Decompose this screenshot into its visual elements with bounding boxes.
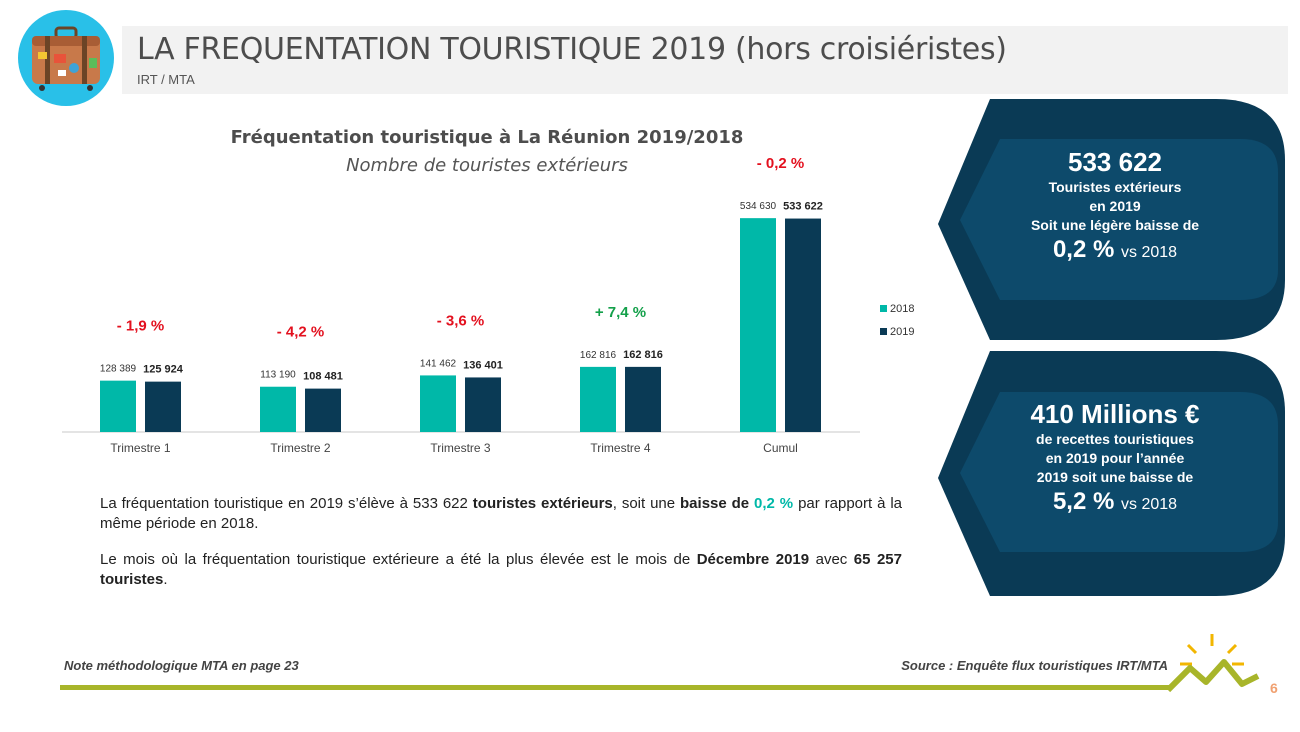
x-tick-label: Trimestre 2 bbox=[270, 441, 331, 455]
visitors-line1: Touristes extérieurs bbox=[1048, 179, 1182, 195]
data-label-2019-1: 125 924 bbox=[143, 364, 184, 376]
chart-title: Fréquentation touristique à La Réunion 2… bbox=[231, 127, 744, 148]
visitors-number: 533 622 bbox=[1068, 147, 1162, 177]
legend-swatch-2018 bbox=[880, 305, 887, 312]
revenue-change-pct: 5,2 % bbox=[1052, 488, 1115, 515]
change-label-4: + 7,4 % bbox=[595, 304, 646, 321]
data-label-2019-2: 108 481 bbox=[303, 371, 343, 383]
bar-2018-2 bbox=[260, 386, 296, 432]
header-bar bbox=[122, 26, 1288, 94]
legend: 2018 2019 bbox=[880, 303, 914, 338]
data-label-2018-5: 534 630 bbox=[740, 201, 777, 212]
change-label-1: - 1,9 % bbox=[117, 318, 165, 335]
revenue-number: 410 Millions € bbox=[1030, 399, 1200, 429]
visitors-change-pct: 0,2 % bbox=[1052, 236, 1115, 263]
revenue-line2: en 2019 pour l’année bbox=[1045, 450, 1185, 466]
change-label-5: - 0,2 % bbox=[757, 155, 805, 172]
data-label-2018-3: 141 462 bbox=[420, 358, 457, 369]
bar-2019-5 bbox=[785, 218, 821, 432]
legend-label-2018: 2018 bbox=[890, 303, 914, 315]
revenue-change: 5,2 % vs 2018 bbox=[980, 487, 1250, 520]
body-bold-run: Décembre 2019 bbox=[696, 551, 810, 568]
legend-swatch-2019 bbox=[880, 328, 887, 335]
body-bold-run: touristes extérieurs bbox=[472, 495, 613, 512]
body-text-run: par rapport à la même période en 2018. bbox=[100, 495, 903, 532]
bar-2019-1 bbox=[145, 381, 181, 432]
x-tick-label: Cumul bbox=[763, 441, 798, 455]
suitcase-icon bbox=[18, 10, 114, 106]
body-text-run: Le mois où la fréquentation touristique … bbox=[100, 551, 697, 568]
data-label-2018-4: 162 816 bbox=[580, 350, 617, 361]
bar-2019-3 bbox=[465, 377, 501, 432]
revenue-callout: 410 Millions € de recettes touristiques … bbox=[980, 398, 1250, 520]
revenue-change-vs: vs 2018 bbox=[1121, 496, 1178, 513]
bar-2019-2 bbox=[305, 388, 341, 432]
body-text: La fréquentation touristique en 2019 s’é… bbox=[100, 494, 902, 606]
slide-title: LA FREQUENTATION TOURISTIQUE 2019 (hors … bbox=[137, 32, 1007, 67]
revenue-callout-inner bbox=[960, 392, 1278, 552]
visitors-line2: en 2019 bbox=[1089, 198, 1141, 214]
visitors-line3: Soit une légère baisse de bbox=[1030, 217, 1200, 233]
visitors-change: 0,2 % vs 2018 bbox=[980, 235, 1250, 268]
revenue-line3: 2019 soit une baisse de bbox=[1036, 469, 1194, 485]
data-label-2019-4: 162 816 bbox=[623, 349, 663, 361]
slide-subtitle: IRT / MTA bbox=[137, 72, 195, 87]
bar-2019-4 bbox=[625, 366, 661, 432]
data-label-2018-1: 128 389 bbox=[100, 364, 137, 375]
source-note: Source : Enquête flux touristiques IRT/M… bbox=[901, 658, 1168, 673]
data-label-2019-3: 136 401 bbox=[463, 359, 503, 371]
body-text-run: La fréquentation touristique en 2019 s’é… bbox=[100, 495, 473, 512]
x-tick-label: Trimestre 4 bbox=[590, 441, 651, 455]
body-paragraph-1: La fréquentation touristique en 2019 s’é… bbox=[100, 494, 902, 534]
body-text-run: , soit une bbox=[612, 495, 681, 512]
bar-2018-4 bbox=[580, 366, 616, 432]
bar-2018-1 bbox=[100, 380, 136, 432]
revenue-line1: de recettes touristiques bbox=[1036, 431, 1194, 447]
body-text-run: . bbox=[163, 571, 168, 588]
legend-label-2019: 2019 bbox=[890, 326, 914, 338]
visitors-callout: 533 622 Touristes extérieurs en 2019 Soi… bbox=[980, 146, 1250, 268]
change-label-3: - 3,6 % bbox=[437, 312, 485, 329]
body-paragraph-2: Le mois où la fréquentation touristique … bbox=[100, 550, 902, 590]
sun-mountain-icon bbox=[1165, 634, 1260, 693]
methodology-note: Note méthodologique MTA en page 23 bbox=[64, 658, 299, 673]
bar-2018-5 bbox=[740, 218, 776, 432]
chart-subtitle: Nombre de touristes extérieurs bbox=[346, 155, 628, 176]
body-bold-run: baisse de bbox=[680, 495, 755, 512]
visitors-change-vs: vs 2018 bbox=[1121, 244, 1178, 261]
x-tick-label: Trimestre 3 bbox=[430, 441, 491, 455]
bar-2018-3 bbox=[420, 375, 456, 432]
x-tick-label: Trimestre 1 bbox=[110, 441, 171, 455]
visitors-callout-inner bbox=[960, 139, 1278, 300]
change-label-2: - 4,2 % bbox=[277, 324, 325, 341]
body-text-run: avec bbox=[809, 551, 854, 568]
body-highlight-run: 0,2 % bbox=[754, 495, 794, 512]
footer-divider bbox=[60, 685, 1170, 690]
data-label-2019-5: 533 622 bbox=[783, 201, 823, 213]
body-bold-run: 65 257 touristes bbox=[100, 551, 902, 588]
page-number: 6 bbox=[1270, 680, 1278, 696]
data-label-2018-2: 113 190 bbox=[260, 370, 296, 381]
